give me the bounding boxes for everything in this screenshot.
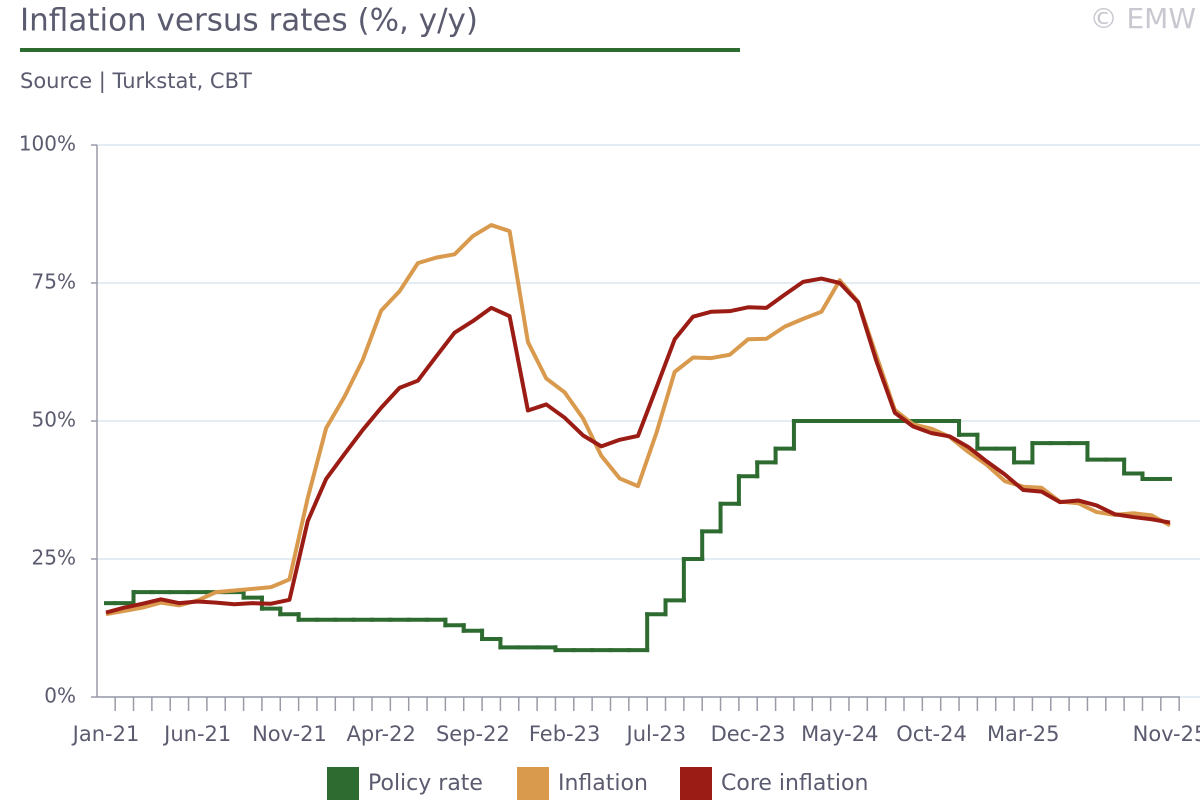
y-tick-label: 0% <box>44 684 76 708</box>
x-tick-label: Oct-24 <box>896 722 967 746</box>
legend-label: Core inflation <box>721 771 868 796</box>
y-tick-label: 50% <box>32 408 76 432</box>
legend-label: Policy rate <box>368 771 483 796</box>
y-tick-label: 100% <box>19 132 76 156</box>
legend-label: Inflation <box>558 771 648 796</box>
line-series <box>105 223 1171 617</box>
chart-title: Inflation versus rates (%, y/y) <box>20 3 478 39</box>
x-tick-label: Nov-21 <box>252 722 327 746</box>
x-tick-label: May-24 <box>801 722 878 746</box>
y-tick-label: 75% <box>32 270 76 294</box>
legend-swatch <box>327 767 359 800</box>
x-tick-label: Jul-23 <box>625 722 687 746</box>
subtitle: Source | Turkstat, CBT <box>20 69 252 94</box>
legend-swatch <box>680 767 712 800</box>
x-tick-label: Jan-21 <box>71 722 140 746</box>
legend-swatch <box>517 767 549 800</box>
copyright: © EMW <box>1090 2 1196 35</box>
y-tick-label: 25% <box>32 546 76 570</box>
x-tick-label: Feb-23 <box>529 722 600 746</box>
x-tick-label: Nov-25 <box>1133 722 1200 746</box>
x-tick-label: Mar-25 <box>987 722 1060 746</box>
x-tick-label: Apr-22 <box>347 722 416 746</box>
line-series <box>105 276 1171 615</box>
x-tick-label: Sep-22 <box>436 722 510 746</box>
x-tick-label: Jun-21 <box>162 722 231 746</box>
x-tick-label: Dec-23 <box>711 722 786 746</box>
